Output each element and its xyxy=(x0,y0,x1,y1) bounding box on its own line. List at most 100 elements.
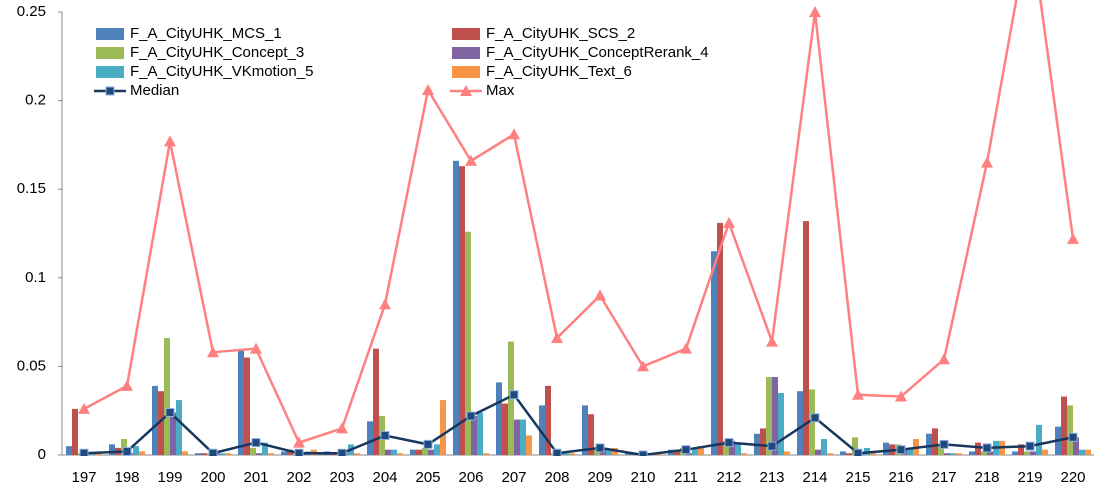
bar xyxy=(1024,451,1030,455)
x-tick-label: 213 xyxy=(759,469,784,486)
bar xyxy=(453,160,459,455)
bar xyxy=(428,449,434,455)
marker xyxy=(251,438,261,448)
bar xyxy=(926,433,932,455)
legend-marker xyxy=(105,86,115,96)
bar xyxy=(238,350,244,455)
bar xyxy=(502,403,508,455)
marker xyxy=(422,83,434,95)
bar xyxy=(1012,451,1018,455)
bar xyxy=(262,442,268,455)
bar xyxy=(373,348,379,455)
marker xyxy=(680,342,692,354)
bar xyxy=(815,449,821,455)
bar xyxy=(907,447,913,455)
bar xyxy=(1061,396,1067,455)
bar xyxy=(852,437,858,455)
bar xyxy=(133,446,139,455)
bar xyxy=(766,377,772,455)
bar xyxy=(569,453,575,455)
marker xyxy=(938,353,950,365)
bar xyxy=(711,251,717,455)
x-tick-label: 215 xyxy=(845,469,870,486)
marker xyxy=(379,298,391,310)
bar xyxy=(784,451,790,455)
bar xyxy=(391,449,397,455)
marker xyxy=(1068,432,1078,442)
bar xyxy=(846,453,852,455)
marker xyxy=(595,443,605,453)
bar xyxy=(354,453,360,455)
bar xyxy=(956,453,962,455)
bar xyxy=(526,435,532,455)
bar xyxy=(950,453,956,455)
marker xyxy=(293,436,305,448)
bar xyxy=(698,446,704,455)
legend-label: F_A_CityUHK_Text_6 xyxy=(486,63,632,80)
bar xyxy=(281,451,287,455)
x-tick-label: 198 xyxy=(114,469,139,486)
bar xyxy=(797,391,803,455)
marker xyxy=(638,450,648,456)
bar xyxy=(821,439,827,455)
bar xyxy=(477,412,483,455)
marker xyxy=(810,413,820,423)
bar xyxy=(219,453,225,455)
marker xyxy=(939,439,949,449)
bar xyxy=(90,453,96,455)
marker xyxy=(1025,441,1035,451)
bar xyxy=(1067,405,1073,455)
marker xyxy=(208,448,218,456)
legend-swatch xyxy=(452,47,480,59)
marker xyxy=(767,441,777,451)
bar xyxy=(256,453,262,455)
bar xyxy=(1073,437,1079,455)
legend: F_A_CityUHK_MCS_1 F_A_CityUHK_SCS_2 F_A_Ci… xyxy=(94,25,709,99)
marker xyxy=(981,156,993,168)
bar xyxy=(840,451,846,455)
bar xyxy=(66,446,72,455)
bar xyxy=(514,419,520,455)
bar xyxy=(674,449,680,455)
x-tick-label: 203 xyxy=(329,469,354,486)
bar xyxy=(969,451,975,455)
x-tick-label: 210 xyxy=(630,469,655,486)
marker xyxy=(466,411,476,421)
marker xyxy=(508,128,520,140)
bar xyxy=(932,428,938,455)
marker xyxy=(79,448,89,456)
bar xyxy=(287,449,293,455)
legend-swatch xyxy=(452,28,480,40)
marker xyxy=(724,438,734,448)
bar xyxy=(741,453,747,455)
legend-swatch xyxy=(96,47,124,59)
legend-label: Median xyxy=(130,82,179,99)
bar xyxy=(520,419,526,455)
bar xyxy=(164,338,170,455)
x-tick-label: 207 xyxy=(501,469,526,486)
bar xyxy=(201,453,207,455)
marker xyxy=(336,422,348,434)
bar xyxy=(563,453,569,455)
legend-label: F_A_CityUHK_VKmotion_5 xyxy=(130,63,313,80)
marker xyxy=(852,388,864,400)
marker xyxy=(681,445,691,455)
bar xyxy=(717,222,723,455)
bar xyxy=(385,449,391,455)
legend-swatch xyxy=(96,28,124,40)
marker xyxy=(337,448,347,456)
bar xyxy=(434,444,440,455)
bar xyxy=(225,453,231,455)
bar xyxy=(459,166,465,455)
bar xyxy=(545,385,551,455)
marker xyxy=(164,135,176,147)
bar xyxy=(440,400,446,455)
x-tick-label: 211 xyxy=(674,469,698,486)
x-tick-label: 206 xyxy=(458,469,483,486)
marker xyxy=(723,216,735,228)
bar xyxy=(170,412,176,455)
bar xyxy=(250,447,256,455)
bar xyxy=(416,449,422,455)
legend-swatch xyxy=(96,66,124,78)
bar xyxy=(883,442,889,455)
